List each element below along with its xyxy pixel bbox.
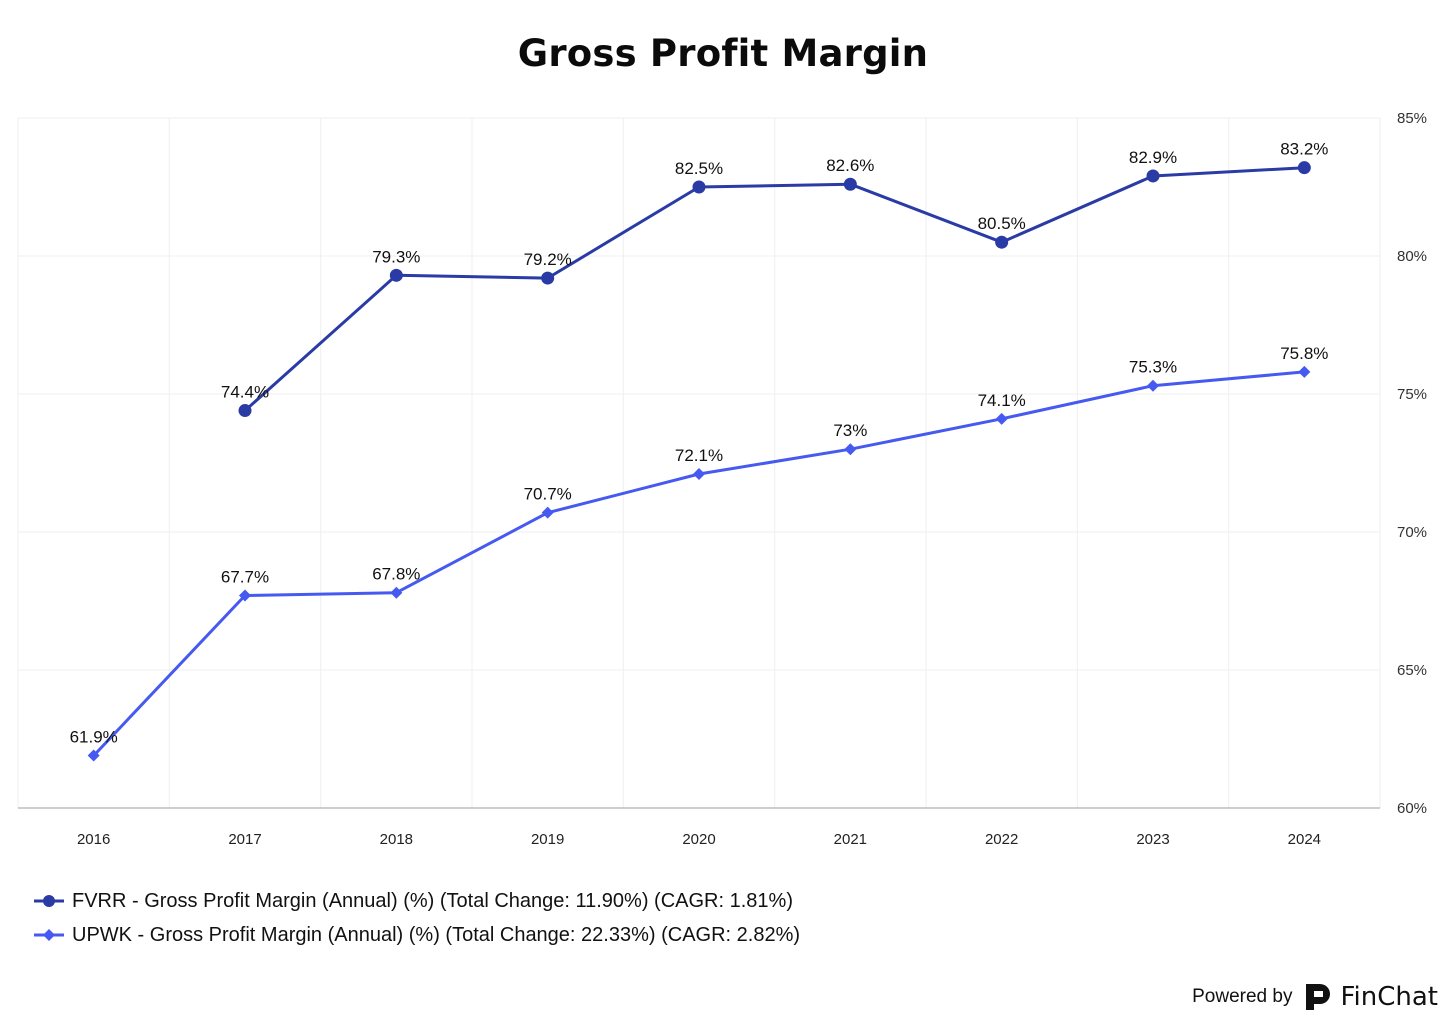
- data-point: [844, 443, 857, 456]
- data-point: [389, 268, 403, 282]
- data-point: [1298, 365, 1311, 378]
- data-label: 82.6%: [826, 156, 874, 175]
- x-tick-label: 2023: [1136, 831, 1169, 848]
- y-tick-label: 75%: [1397, 386, 1427, 403]
- x-tick-label: 2019: [531, 831, 564, 848]
- data-point: [843, 177, 857, 191]
- data-label: 82.5%: [675, 159, 723, 178]
- data-point: [692, 180, 706, 194]
- data-label: 74.1%: [978, 391, 1026, 410]
- x-tick-label: 2020: [682, 831, 715, 848]
- data-label: 67.7%: [221, 567, 269, 586]
- data-label: 73%: [833, 421, 867, 440]
- circle-marker-icon: [34, 895, 64, 907]
- line-chart: 60% 65% 70% 75% 80% 85% 2016 2017 2018 2019 2020 20…: [17, 110, 1427, 848]
- chart-title: Gross Profit Margin: [517, 32, 929, 75]
- data-point: [87, 749, 100, 762]
- data-point: [238, 404, 252, 418]
- data-point: [541, 271, 555, 285]
- data-label: 67.8%: [372, 565, 420, 584]
- data-point: [1147, 379, 1159, 392]
- data-label: 72.1%: [675, 446, 723, 465]
- legend-label-fvrr: FVRR - Gross Profit Margin (Annual) (%) …: [72, 889, 793, 912]
- x-tick-label: 2016: [77, 831, 110, 848]
- data-point: [390, 586, 403, 599]
- data-point: [1146, 169, 1160, 183]
- data-label: 83.2%: [1280, 140, 1328, 159]
- data-label: 74.4%: [221, 383, 269, 402]
- finchat-logo-icon: [1306, 984, 1331, 1010]
- x-tick-label: 2021: [834, 831, 867, 848]
- x-tick-label: 2018: [380, 831, 413, 848]
- x-tick-label: 2022: [985, 831, 1018, 848]
- legend-item-upwk[interactable]: UPWK - Gross Profit Margin (Annual) (%) …: [34, 918, 800, 952]
- y-tick-label: 80%: [1397, 248, 1427, 265]
- data-point: [541, 506, 554, 519]
- data-label: 75.3%: [1129, 358, 1177, 377]
- data-label: 79.2%: [524, 250, 572, 269]
- y-tick-label: 85%: [1397, 110, 1427, 127]
- data-label: 80.5%: [978, 214, 1026, 233]
- data-label: 70.7%: [524, 485, 572, 504]
- x-tick-label: 2024: [1288, 831, 1321, 848]
- series-line-1: [92, 370, 1306, 758]
- data-point: [1297, 161, 1311, 175]
- data-label: 82.9%: [1129, 148, 1177, 167]
- brand-name: FinChat: [1340, 982, 1438, 1012]
- data-label: 75.8%: [1280, 344, 1328, 363]
- data-point: [239, 589, 251, 602]
- data-point: [693, 468, 705, 481]
- y-tick-label: 70%: [1397, 524, 1427, 541]
- data-label: 79.3%: [372, 247, 420, 266]
- diamond-marker-icon: [34, 929, 64, 941]
- legend-label-upwk: UPWK - Gross Profit Margin (Annual) (%) …: [72, 923, 801, 946]
- data-label: 61.9%: [70, 728, 118, 747]
- y-tick-label: 65%: [1397, 662, 1427, 679]
- series-line-0: [243, 166, 1306, 413]
- legend-item-fvrr[interactable]: FVRR - Gross Profit Margin (Annual) (%) …: [34, 884, 800, 918]
- chart-legend: FVRR - Gross Profit Margin (Annual) (%) …: [34, 884, 800, 952]
- data-point: [995, 235, 1009, 249]
- powered-by-text: Powered by: [1192, 986, 1293, 1007]
- x-tick-label: 2017: [228, 831, 261, 848]
- y-tick-label: 60%: [1397, 800, 1427, 817]
- powered-by[interactable]: Powered by FinChat: [1192, 982, 1438, 1012]
- data-point: [995, 412, 1008, 425]
